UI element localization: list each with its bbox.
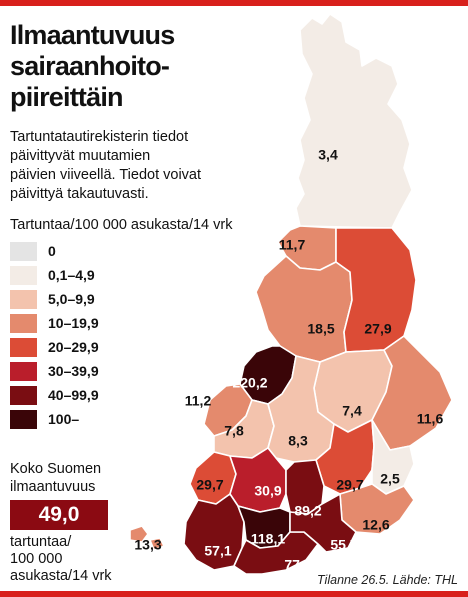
region-value-label: 57,1 xyxy=(204,543,231,559)
region-value-label: 29,7 xyxy=(336,477,363,493)
legend-label: 0 xyxy=(48,243,56,259)
legend-item: 5,0–9,9 xyxy=(10,290,170,309)
region-value-label: 220,2 xyxy=(232,375,267,391)
legend-label: 5,0–9,9 xyxy=(48,291,95,307)
region-value-label: 30,9 xyxy=(254,483,281,499)
legend-item: 30–39,9 xyxy=(10,362,170,381)
region-varsinais-suomi xyxy=(183,493,245,571)
legend-label: 10–19,9 xyxy=(48,315,99,331)
legend-item: 20–29,9 xyxy=(10,338,170,357)
region-pirkanmaa xyxy=(229,447,287,513)
region-value-label: 7,4 xyxy=(342,403,362,419)
total-label-line: Koko Suomen xyxy=(10,461,102,477)
top-accent-bar xyxy=(0,0,468,6)
region-value-label: 77,0 xyxy=(284,557,311,573)
description-line: päivien viiveellä. Tiedot voivat xyxy=(10,167,202,183)
legend-item: 40–99,9 xyxy=(10,386,170,405)
region-value-label: 3,4 xyxy=(318,147,338,163)
region-value-label: 11,2 xyxy=(185,393,212,409)
description-line: Tartuntatautirekisterin tiedot xyxy=(10,129,189,145)
region-kymenlaakso xyxy=(289,493,357,553)
bottom-accent-bar xyxy=(0,591,468,597)
region-pohjois-karjala xyxy=(371,335,453,451)
legend-item: 10–19,9 xyxy=(10,314,170,333)
region-value-label: 29,7 xyxy=(196,477,223,493)
national-total-label: Koko Suomen ilmaantuvuus xyxy=(10,460,101,496)
region-value-label: 55,7 xyxy=(330,537,357,553)
legend-item: 0,1–4,9 xyxy=(10,266,170,285)
total-unit-line: 100 000 xyxy=(10,551,63,567)
legend-swatch xyxy=(10,242,37,261)
description-line: päivittyvät muutamien xyxy=(10,148,151,164)
total-unit-line: tartuntaa/ xyxy=(10,534,72,550)
region-value-label: 2,5 xyxy=(380,471,400,487)
region-value-label: 118,1 xyxy=(251,531,285,547)
region-lappi xyxy=(295,13,413,229)
title-line: Ilmaantuvuus xyxy=(10,20,175,50)
legend-label: 30–39,9 xyxy=(48,363,99,379)
legend-swatch xyxy=(10,362,37,381)
region-value-label: 18,5 xyxy=(307,321,334,337)
legend-label: 0,1–4,9 xyxy=(48,267,95,283)
region-ahvenanmaa xyxy=(129,525,165,551)
source-note: Tilanne 26.5. Lähde: THL xyxy=(317,573,458,587)
legend-swatch xyxy=(10,338,37,357)
region-value-label: 8,3 xyxy=(288,433,308,449)
total-label-line: ilmaantuvuus xyxy=(10,479,96,495)
region-value-label: 13,3 xyxy=(134,537,161,553)
region-value-label: 12,6 xyxy=(362,517,389,533)
legend-swatch xyxy=(10,410,37,429)
region-value-label: 11,6 xyxy=(417,411,444,427)
region-value-label: 89,2 xyxy=(294,503,321,519)
region-value-label: 7,8 xyxy=(224,423,244,439)
legend-swatch xyxy=(10,290,37,309)
legend-item: 100– xyxy=(10,410,170,429)
legend-item: 0 xyxy=(10,242,170,261)
description: Tartuntatautirekisterin tiedot päivittyv… xyxy=(10,128,240,204)
legend-label: 20–29,9 xyxy=(48,339,99,355)
legend-swatch xyxy=(10,266,37,285)
region-value-label: 11,7 xyxy=(279,237,306,253)
title-line: sairaanhoito- xyxy=(10,51,170,81)
page-title: Ilmaantuvuus sairaanhoito- piireittäin xyxy=(10,20,210,113)
legend-label: 40–99,9 xyxy=(48,387,99,403)
national-total-value: 49,0 xyxy=(10,500,108,530)
description-line: päivittyä takautuvasti. xyxy=(10,186,149,202)
title-line: piireittäin xyxy=(10,82,124,112)
total-unit-line: asukasta/14 vrk xyxy=(10,568,112,584)
map-value-labels: 3,4 11,7 18,5 27,9 220,2 11,2 7,4 11,6 7,8 8,3 29,… xyxy=(134,147,443,573)
legend-swatch xyxy=(10,386,37,405)
national-total-unit: tartuntaa/ 100 000 asukasta/14 vrk xyxy=(10,534,112,585)
legend-swatch xyxy=(10,314,37,333)
legend-label: 100– xyxy=(48,411,80,427)
region-value-label: 27,9 xyxy=(364,321,391,337)
legend-title: Tartuntaa/100 000 asukasta/14 vrk xyxy=(10,217,233,233)
